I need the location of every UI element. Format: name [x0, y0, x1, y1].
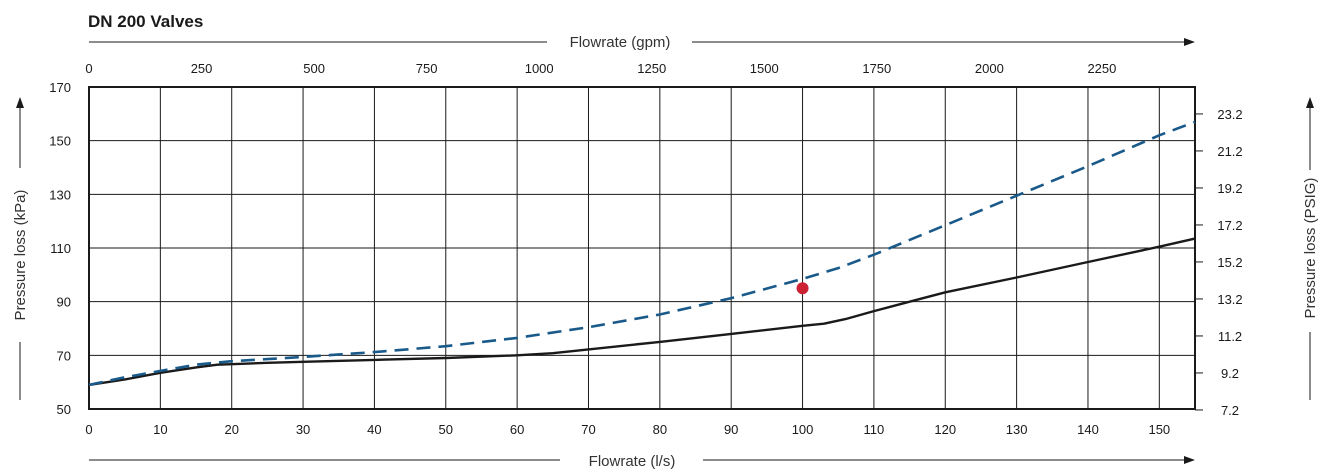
- y-left-tick-label: 110: [50, 241, 71, 256]
- y-left-tick-label: 70: [57, 348, 71, 363]
- y-right-tick-label: 23.2: [1217, 107, 1242, 122]
- y-left-tick-label: 50: [57, 402, 71, 417]
- x-bottom-tick-label: 0: [85, 422, 92, 437]
- x-top-tick-label: 0: [85, 61, 92, 76]
- marker-group: [796, 282, 809, 295]
- grid: [89, 87, 1195, 409]
- x-bottom-tick-label: 20: [224, 422, 238, 437]
- x-top-tick-label: 750: [416, 61, 438, 76]
- x-bottom-tick-label: 150: [1148, 422, 1170, 437]
- y-left-axis-label: Pressure loss (kPa): [12, 190, 29, 321]
- x-top-tick-labels: 0 250 500 750 1000 1250 1500 1750 2000 2250: [85, 61, 1116, 76]
- y-left-tick-label: 170: [49, 80, 71, 95]
- x-bottom-tick-label: 100: [792, 422, 814, 437]
- y-left-tick-label: 130: [49, 187, 71, 202]
- x-bottom-tick-label: 50: [439, 422, 453, 437]
- x-top-arrowhead: [1184, 38, 1195, 46]
- x-bottom-tick-label: 30: [296, 422, 310, 437]
- x-bottom-tick-label: 140: [1077, 422, 1099, 437]
- x-top-tick-label: 1750: [862, 61, 891, 76]
- x-bottom-tick-label: 10: [153, 422, 167, 437]
- y-right-tick-label: 21.2: [1217, 144, 1242, 159]
- series-line-dashed: [88, 120, 1196, 387]
- x-bottom-tick-label: 130: [1006, 422, 1028, 437]
- x-bottom-tick-label: 40: [367, 422, 381, 437]
- y-right-arrowhead: [1306, 97, 1314, 108]
- x-top-tick-label: 250: [191, 61, 213, 76]
- x-top-tick-label: 1500: [750, 61, 779, 76]
- x-bottom-tick-label: 70: [581, 422, 595, 437]
- x-top-tick-label: 500: [303, 61, 325, 76]
- plot-frame: [88, 86, 1196, 410]
- y-left-arrowhead: [16, 97, 24, 108]
- x-bottom-arrowhead: [1184, 456, 1195, 464]
- x-bottom-tick-label: 60: [510, 422, 524, 437]
- y-left-tick-label: 150: [49, 134, 71, 149]
- y-right-tick-label: 9.2: [1221, 366, 1239, 381]
- x-bottom-tick-label: 80: [653, 422, 667, 437]
- x-bottom-tick-label: 110: [864, 422, 885, 437]
- series-group: [88, 120, 1196, 387]
- x-top-tick-label: 1000: [525, 61, 554, 76]
- series-line-solid: [88, 237, 1196, 387]
- y-right-tick-labels: 7.2 9.2 11.2 13.2 15.2 17.2 19.2 21.2 23.2: [1195, 107, 1243, 418]
- y-right-tick-label: 7.2: [1221, 403, 1239, 418]
- y-left-tick-label: 90: [57, 295, 71, 310]
- y-right-tick-label: 19.2: [1217, 181, 1242, 196]
- y-right-tick-label: 15.2: [1217, 255, 1242, 270]
- data-point-marker: [796, 282, 809, 295]
- y-right-axis-label: Pressure loss (PSIG): [1302, 178, 1319, 319]
- x-top-tick-label: 2000: [975, 61, 1004, 76]
- x-top-tick-label: 1250: [637, 61, 666, 76]
- x-top-tick-label: 2250: [1087, 61, 1116, 76]
- x-bottom-tick-label: 90: [724, 422, 738, 437]
- chart-title: DN 200 Valves: [88, 12, 204, 31]
- x-bottom-axis-label: Flowrate (l/s): [589, 453, 676, 470]
- y-left-tick-labels: 50 70 90 110 130 150 170: [49, 80, 71, 417]
- x-bottom-tick-labels: 0 10 20 30 40 50 60 70 80 90 100 110 120 130 140 150: [85, 422, 1170, 437]
- x-bottom-tick-label: 120: [934, 422, 956, 437]
- x-top-axis-label: Flowrate (gpm): [570, 34, 671, 51]
- y-right-tick-label: 11.2: [1218, 329, 1242, 344]
- y-right-tick-label: 17.2: [1217, 218, 1242, 233]
- y-right-tick-label: 13.2: [1217, 292, 1242, 307]
